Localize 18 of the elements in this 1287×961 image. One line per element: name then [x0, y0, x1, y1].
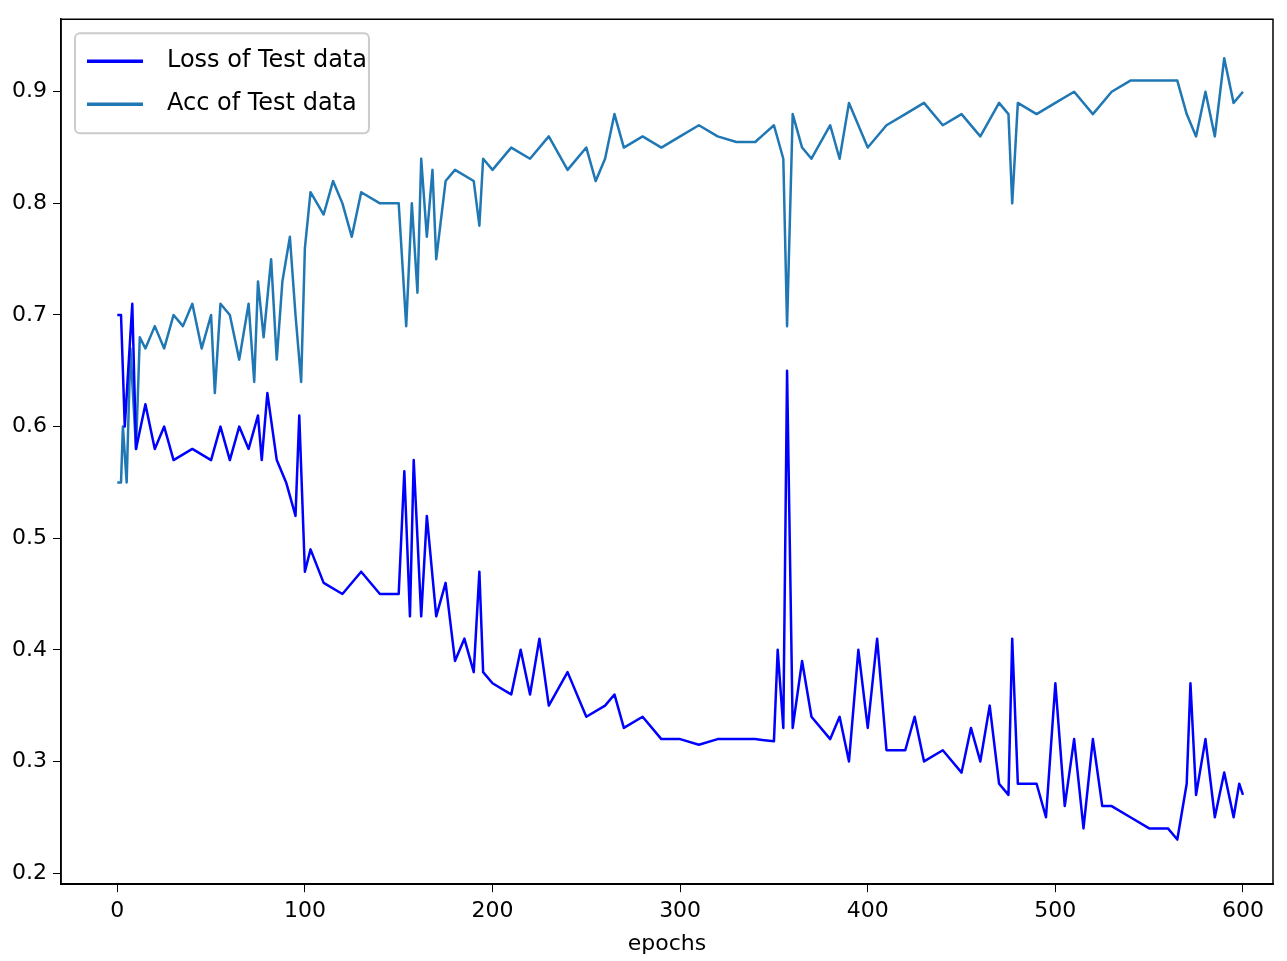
x-tick-label: 200: [471, 897, 514, 923]
y-tick-label: 0.4: [11, 635, 47, 661]
legend-label: Acc of Test data: [166, 88, 357, 117]
y-tick-label: 0.6: [11, 412, 47, 438]
y-tick-label: 0.7: [11, 300, 47, 326]
x-tick-label: 100: [283, 897, 326, 923]
y-tick-label: 0.3: [11, 747, 47, 773]
x-axis-title: epochs: [627, 929, 707, 955]
x-tick-label: 400: [846, 897, 889, 923]
y-tick-label: 0.9: [11, 77, 47, 103]
y-tick-label: 0.2: [11, 858, 47, 884]
y-tick-label: 0.5: [11, 523, 47, 549]
legend-label: Loss of Test data: [166, 45, 367, 74]
y-tick-label: 0.8: [11, 189, 47, 215]
x-tick-label: 500: [1034, 897, 1077, 923]
x-tick-label: 0: [110, 897, 125, 923]
x-tick-label: 600: [1221, 897, 1264, 923]
x-tick-label: 300: [659, 897, 702, 923]
